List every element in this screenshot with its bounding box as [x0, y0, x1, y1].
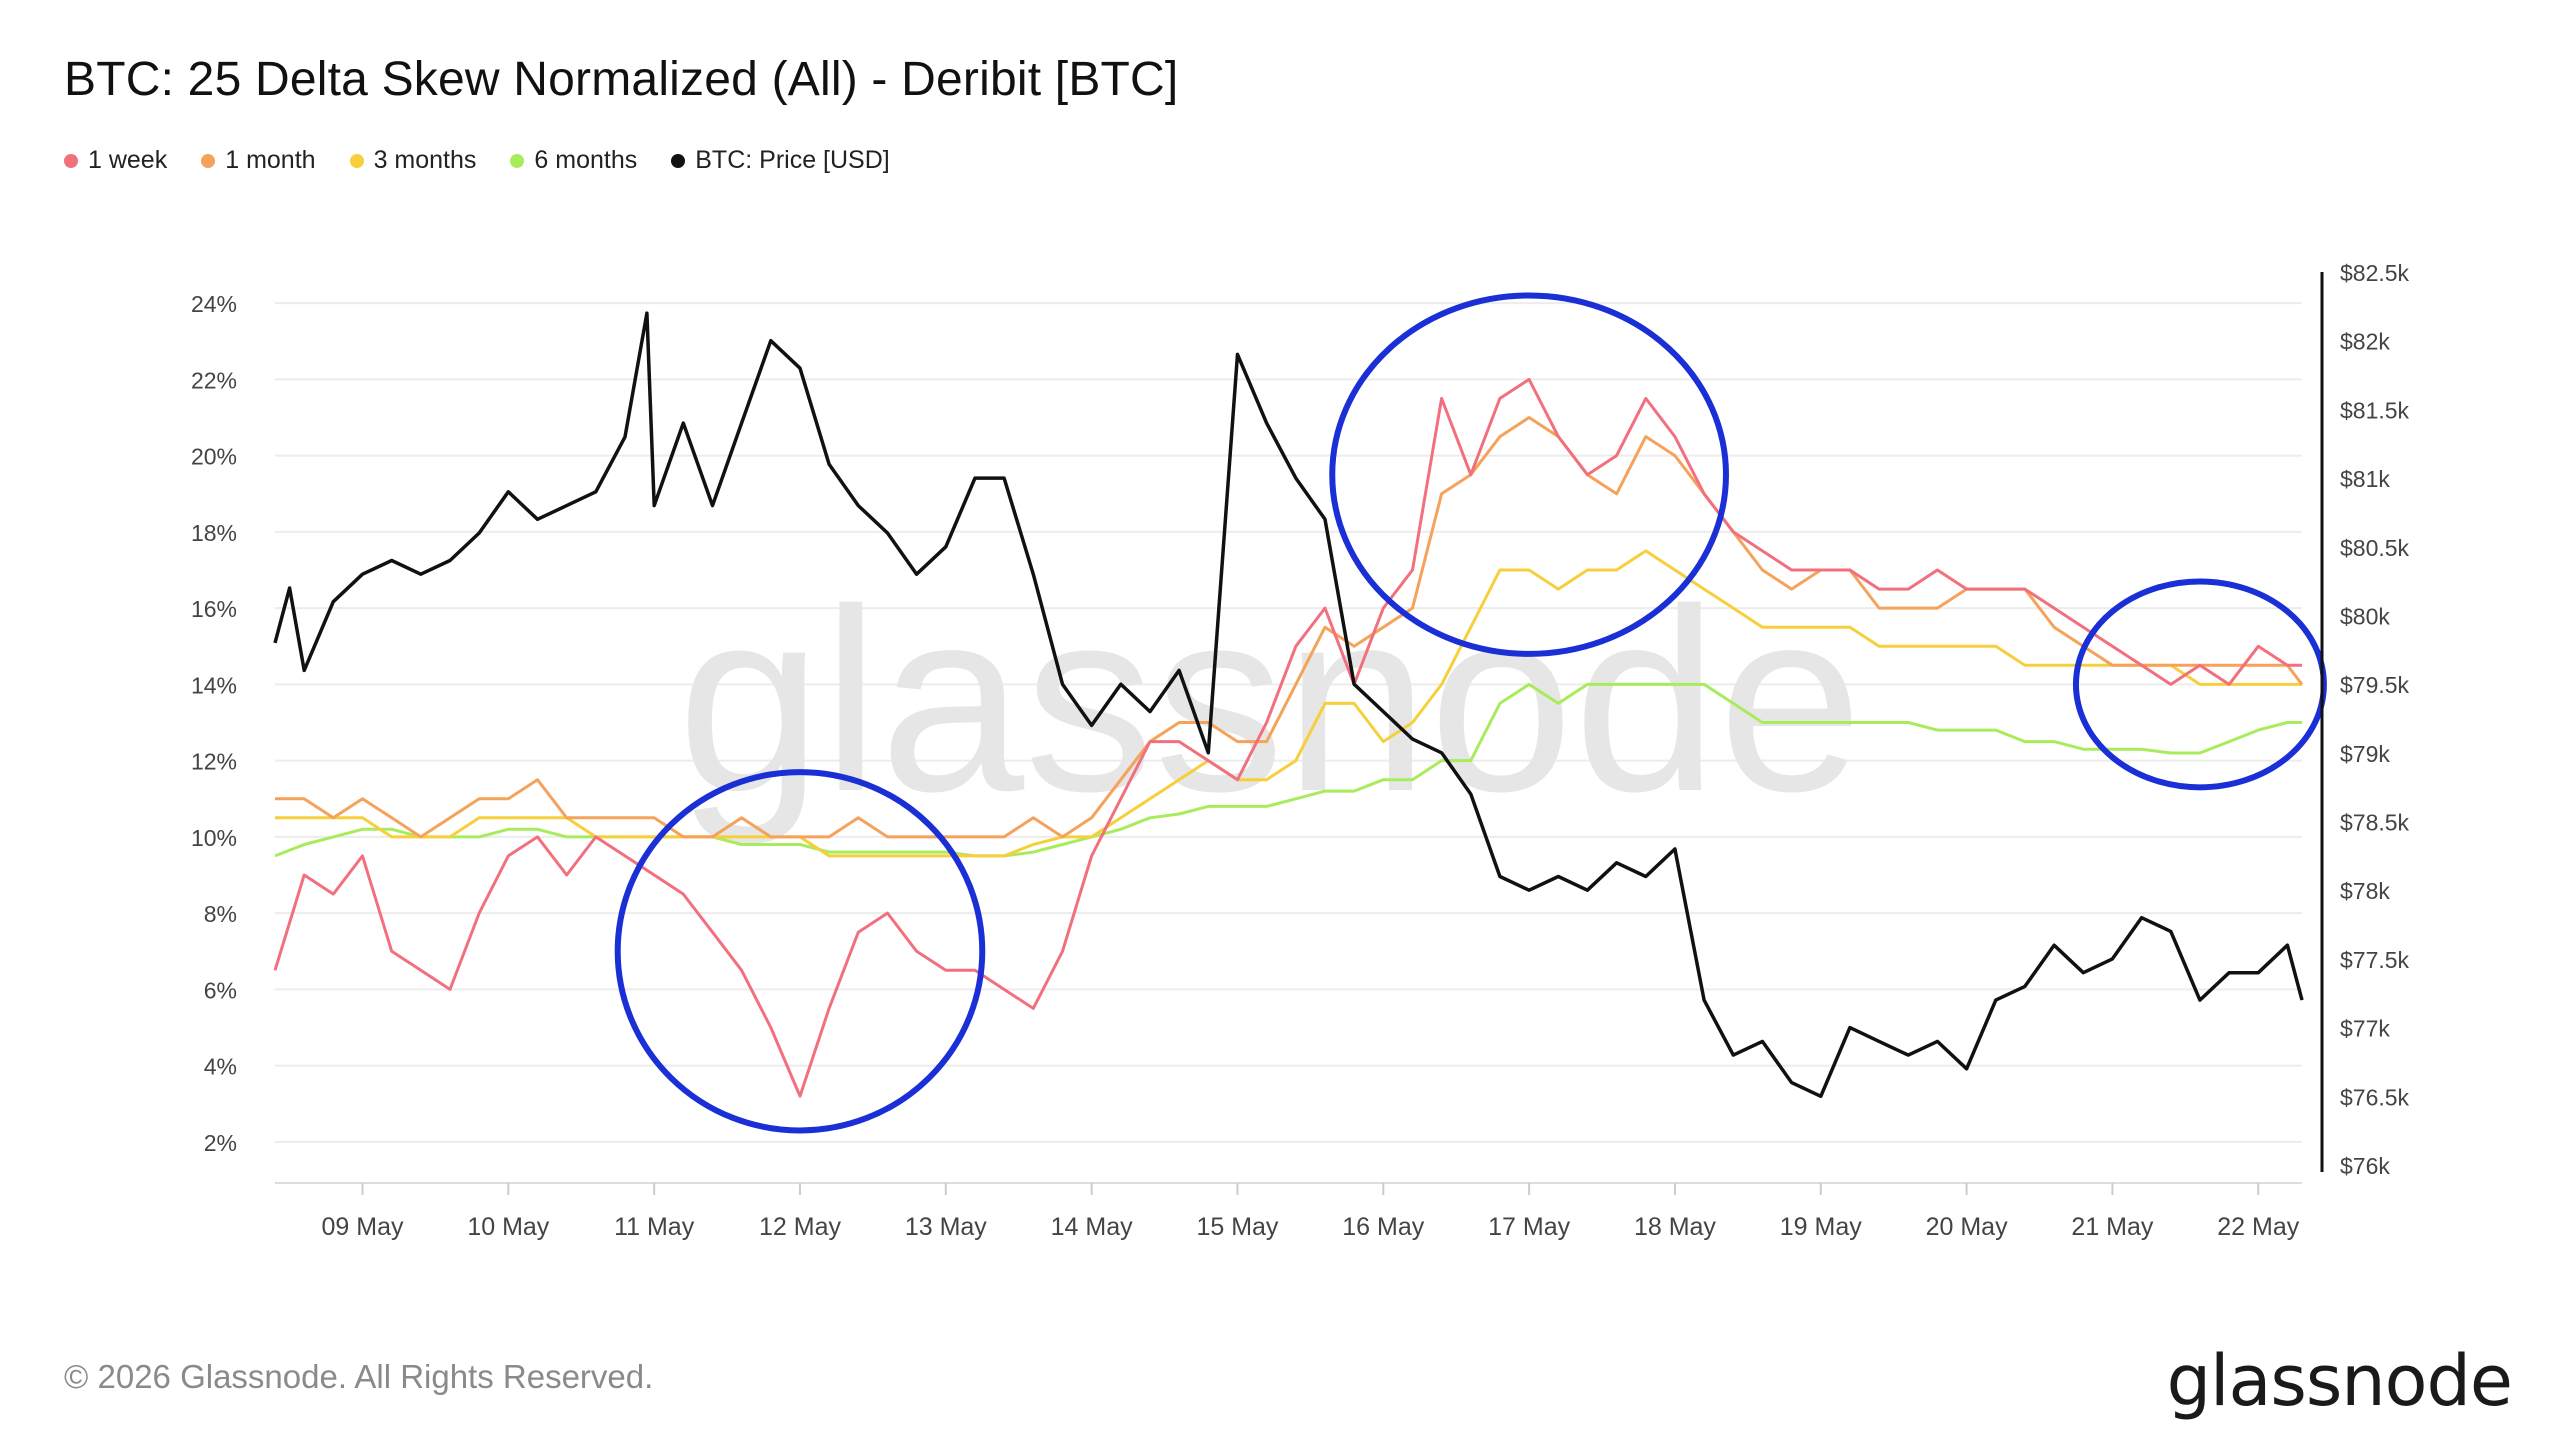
legend-label: 1 week	[88, 146, 168, 174]
right-tick-label: $76k	[2340, 1153, 2390, 1179]
legend-dot-icon	[201, 153, 216, 168]
chart-watermark: glassnode	[677, 556, 1862, 847]
annotation-circle	[2072, 578, 2327, 791]
left-tick-label: 10%	[191, 825, 237, 851]
left-tick-label: 2%	[204, 1130, 237, 1156]
x-tick-label: 15 May	[1196, 1213, 1278, 1241]
right-tick-label: $78.5k	[2340, 810, 2410, 836]
x-tick-label: 22 May	[2217, 1213, 2299, 1241]
left-y-axis: 2% 4% 6% 8% 10% 12% 14% 16% 18% 20% 22% 24%	[191, 291, 237, 1156]
legend-dot-icon	[671, 153, 686, 168]
copyright-notice: © 2026 Glassnode. All Rights Reserved.	[64, 1358, 654, 1395]
right-tick-label: $80k	[2340, 603, 2390, 629]
legend-item-1-week[interactable]: 1 week	[64, 146, 167, 175]
x-axis: 09 May 10 May 11 May 12 May 13 May 14 May 15 M…	[275, 1182, 2302, 1241]
x-tick-label: 21 May	[2071, 1213, 2153, 1241]
left-tick-label: 8%	[204, 901, 237, 927]
left-tick-label: 18%	[191, 520, 237, 546]
right-tick-label: $79.5k	[2340, 672, 2410, 698]
x-tick-label: 18 May	[1634, 1213, 1716, 1241]
right-y-axis: $76k $76.5k $77k $77.5k $78k $78.5k $79k $79.5k…	[2320, 260, 2410, 1179]
chart-annotations	[614, 292, 2327, 1134]
legend-label: 1 month	[225, 146, 316, 174]
right-tick-label: $82k	[2340, 329, 2390, 355]
left-tick-label: 6%	[204, 977, 237, 1003]
annotation-circle	[614, 769, 986, 1134]
x-tick-label: 17 May	[1488, 1213, 1570, 1241]
left-tick-label: 14%	[191, 672, 237, 698]
x-tick-label: 16 May	[1342, 1213, 1424, 1241]
left-tick-label: 24%	[191, 291, 237, 317]
left-tick-label: 16%	[191, 596, 237, 622]
x-tick-label: 11 May	[614, 1213, 695, 1241]
series-line-btc-price-usd	[273, 311, 2304, 1099]
legend-item-1-month[interactable]: 1 month	[201, 146, 316, 175]
right-tick-label: $80.5k	[2340, 535, 2410, 561]
left-tick-label: 4%	[204, 1054, 237, 1080]
legend-label: 3 months	[373, 146, 477, 174]
annotation-circle	[1329, 292, 1729, 657]
right-tick-label: $81k	[2340, 466, 2390, 492]
legend-dot-icon	[349, 153, 364, 168]
legend-dot-icon	[510, 153, 525, 168]
right-tick-label: $82.5k	[2340, 260, 2410, 286]
right-tick-label: $77.5k	[2340, 947, 2410, 973]
brand-logo: glassnode	[2166, 1340, 2513, 1422]
right-tick-label: $77k	[2340, 1016, 2390, 1042]
x-tick-label: 13 May	[905, 1213, 987, 1241]
x-tick-label: 09 May	[322, 1213, 404, 1241]
x-tick-label: 19 May	[1780, 1213, 1862, 1241]
chart-title: BTC: 25 Delta Skew Normalized (All) - De…	[64, 53, 1179, 106]
left-tick-label: 12%	[191, 749, 237, 775]
series-line-1-week	[273, 377, 2302, 1098]
left-tick-label: 22%	[191, 367, 237, 393]
x-tick-label: 20 May	[1926, 1213, 2008, 1241]
x-tick-label: 14 May	[1051, 1213, 1133, 1241]
right-tick-label: $76.5k	[2340, 1084, 2410, 1110]
right-tick-label: $78k	[2340, 878, 2390, 904]
legend-item-3-months[interactable]: 3 months	[349, 146, 477, 175]
chart-legend: 1 week 1 month 3 months 6 months BTC: Pr…	[64, 146, 890, 175]
chart-series-layer	[273, 311, 2304, 1099]
series-line-3-months	[275, 549, 2302, 858]
legend-item-6-months[interactable]: 6 months	[510, 146, 637, 175]
left-tick-label: 20%	[191, 444, 237, 470]
legend-item-btc-price[interactable]: BTC: Price [USD]	[671, 146, 890, 175]
legend-label: BTC: Price [USD]	[695, 146, 890, 174]
x-tick-label: 10 May	[467, 1213, 549, 1241]
legend-label: 6 months	[534, 146, 638, 174]
legend-dot-icon	[64, 153, 78, 168]
right-tick-label: $79k	[2340, 741, 2390, 767]
x-tick-label: 12 May	[759, 1213, 841, 1241]
right-tick-label: $81.5k	[2340, 397, 2410, 423]
